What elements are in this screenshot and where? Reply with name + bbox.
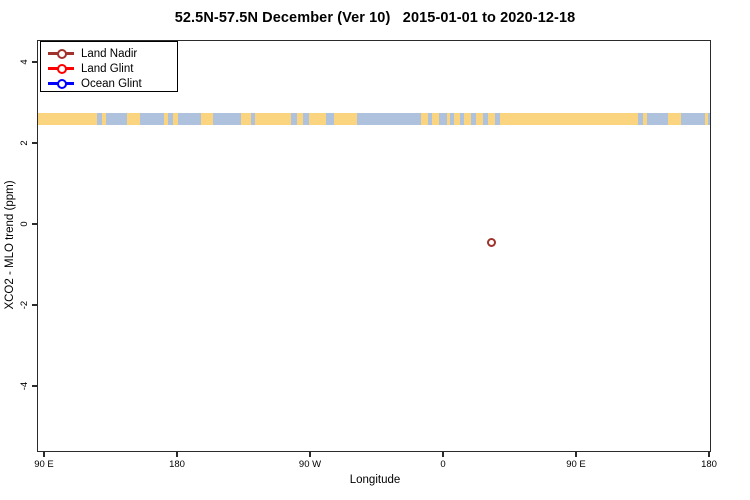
- legend-item-ocean-glint: Ocean Glint: [41, 75, 177, 91]
- y-tick-mark: [32, 61, 37, 63]
- map-strip-ocean-segment: [140, 113, 164, 125]
- map-strip-ocean-segment: [439, 113, 447, 125]
- map-strip-land-segment: [668, 113, 681, 125]
- x-tick-mark: [176, 452, 178, 457]
- map-strip-land-segment: [127, 113, 140, 125]
- map-strip-land-segment: [38, 113, 97, 125]
- map-strip-ocean-segment: [178, 113, 201, 125]
- open-circle-icon: [57, 78, 67, 89]
- y-tick-label: 4: [18, 59, 30, 65]
- map-strip-ocean-segment: [168, 113, 173, 125]
- x-tick-mark: [43, 452, 45, 457]
- y-tick-mark: [32, 304, 37, 306]
- map-strip-ocean-segment: [428, 113, 432, 125]
- map-strip-land-segment: [334, 113, 357, 125]
- map-strip-land-segment: [241, 113, 251, 125]
- legend-item-land-nadir: Land Nadir: [41, 45, 177, 61]
- open-circle-icon: [57, 63, 67, 74]
- map-strip-land-segment: [297, 113, 303, 125]
- map-strip-ocean-segment: [291, 113, 297, 125]
- legend-item-label: Ocean Glint: [81, 77, 142, 90]
- y-tick-label: -2: [18, 300, 30, 310]
- map-strip-ocean-segment: [97, 113, 102, 125]
- x-tick-label: 180: [701, 459, 717, 470]
- map-strip-land-segment: [421, 113, 428, 125]
- map-strip-ocean-segment: [106, 113, 127, 125]
- map-strip-land-segment: [476, 113, 483, 125]
- map-strip-ocean-segment: [471, 113, 476, 125]
- map-strip-ocean-segment: [495, 113, 500, 125]
- x-tick-label: 180: [169, 459, 185, 470]
- map-strip-ocean-segment: [708, 113, 710, 125]
- x-tick-mark: [708, 452, 710, 457]
- legend-item-label: Land Glint: [81, 62, 134, 75]
- map-strip-ocean-segment: [357, 113, 421, 125]
- map-strip-land-segment: [102, 113, 106, 125]
- y-tick-mark: [32, 385, 37, 387]
- x-tick-label: 90 W: [298, 459, 322, 470]
- map-strip-land-segment: [447, 113, 450, 125]
- map-strip-land-segment: [309, 113, 326, 125]
- map-strip-ocean-segment: [647, 113, 668, 125]
- map-strip-ocean-segment: [460, 113, 464, 125]
- map-strip-ocean-segment: [681, 113, 705, 125]
- open-circle-icon: [57, 48, 67, 59]
- map-strip-land-segment: [201, 113, 213, 125]
- legend-item-land-glint: Land Glint: [41, 60, 177, 76]
- map-strip-ocean-segment: [326, 113, 334, 125]
- x-tick-mark: [575, 452, 577, 457]
- y-axis-title: XCO2 - MLO trend (ppm): [4, 180, 16, 310]
- map-strip-ocean-segment: [450, 113, 454, 125]
- chart-title: 52.5N-57.5N December (Ver 10) 2015-01-01…: [174, 10, 576, 26]
- y-tick-mark: [32, 223, 37, 225]
- map-strip-ocean-segment: [303, 113, 309, 125]
- map-strip-land-segment: [255, 113, 291, 125]
- x-tick-mark: [309, 452, 311, 457]
- map-strip-land-segment: [432, 113, 439, 125]
- data-point-land-nadir: [486, 238, 496, 248]
- x-tick-label: 0: [440, 459, 446, 470]
- legend: Land Nadir Land Glint Ocean Glint: [40, 41, 178, 92]
- map-strip-land-segment: [454, 113, 460, 125]
- map-strip-ocean-segment: [213, 113, 241, 125]
- map-strip-land-segment: [173, 113, 178, 125]
- map-strip-land-segment: [488, 113, 495, 125]
- map-strip-ocean-segment: [483, 113, 488, 125]
- x-tick-label: 90 E: [34, 459, 54, 470]
- y-tick-label: 2: [18, 140, 30, 146]
- plot-frame: [37, 40, 711, 452]
- x-axis-title: Longitude: [349, 474, 401, 486]
- legend-item-label: Land Nadir: [81, 47, 138, 60]
- x-tick-mark: [442, 452, 444, 457]
- map-strip-land-segment: [643, 113, 647, 125]
- y-tick-label: -4: [18, 381, 30, 391]
- y-tick-label: 0: [18, 221, 30, 227]
- map-strip-land-segment: [500, 113, 638, 125]
- map-strip-ocean-segment: [251, 113, 255, 125]
- map-strip-land-segment: [705, 113, 708, 125]
- x-tick-label: 90 E: [566, 459, 586, 470]
- y-tick-mark: [32, 142, 37, 144]
- plot-area: [38, 41, 710, 451]
- map-strip: [38, 113, 710, 125]
- map-strip-land-segment: [464, 113, 471, 125]
- map-strip-land-segment: [164, 113, 168, 125]
- map-strip-ocean-segment: [638, 113, 643, 125]
